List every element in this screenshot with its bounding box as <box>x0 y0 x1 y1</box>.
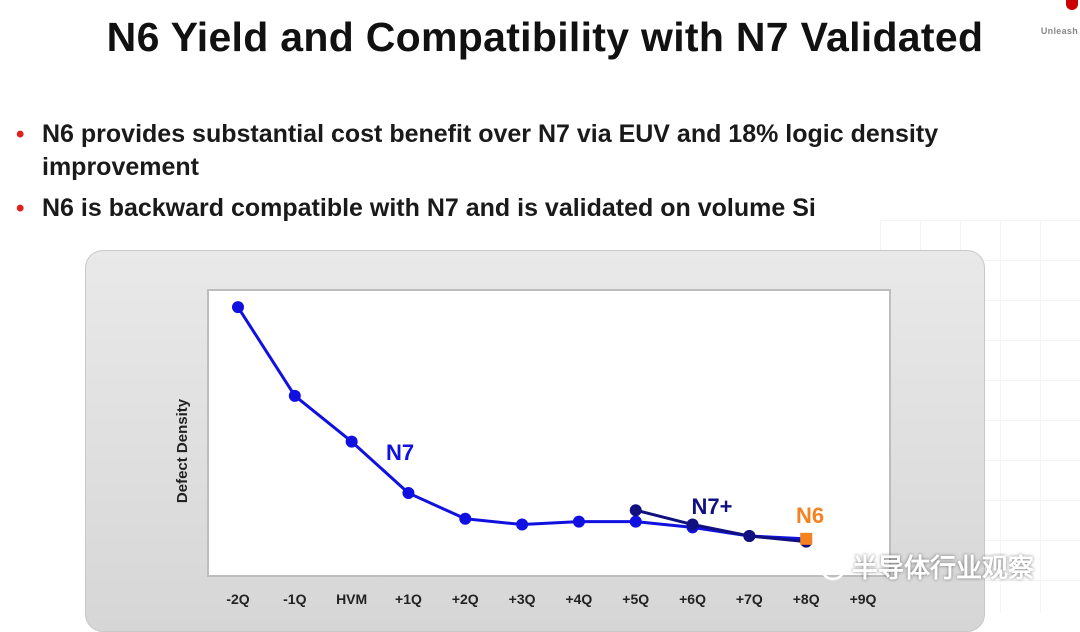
defect-density-chart: Defect Density -2Q -1Q HVM +1Q +2Q +3Q +4Q +5Q +6… <box>174 289 891 607</box>
data-point-n7 <box>232 301 244 314</box>
watermark-text: 半导体行业观察 <box>852 553 1035 583</box>
x-tick-label: +7Q <box>736 591 763 607</box>
x-tick-label: -1Q <box>283 591 306 607</box>
slide-title: N6 Yield and Compatibility with N7 Valid… <box>106 14 984 60</box>
data-point-n7 <box>572 515 585 528</box>
bullet-text: N6 is backward compatible with N7 and is… <box>42 194 816 222</box>
x-tick-label: HVM <box>336 591 367 607</box>
wechat-icon <box>808 552 845 580</box>
data-point-n6 <box>800 532 813 545</box>
series-label-n6: N6 <box>796 503 824 528</box>
corner-logo: Unleash <box>1032 0 1080 40</box>
x-tick-label: +1Q <box>395 591 422 607</box>
x-tick-label: +5Q <box>622 591 649 607</box>
x-tick-label: +8Q <box>793 591 820 607</box>
x-tick-label: +4Q <box>565 591 592 607</box>
x-tick-label: +3Q <box>509 591 536 607</box>
data-point-n7 <box>459 512 472 525</box>
data-point-n7-plus <box>686 518 699 531</box>
data-point-n7 <box>288 389 301 402</box>
data-point-n7-plus <box>629 504 642 517</box>
series-line-n7-plus <box>635 508 807 544</box>
data-point-n7 <box>402 487 415 500</box>
data-point-n7 <box>345 435 358 448</box>
corner-text: Unleash <box>1040 26 1078 36</box>
series-label-n7: N7 <box>386 440 414 465</box>
plot-area <box>207 289 891 577</box>
bullet-dot-icon: • <box>16 121 25 148</box>
bullet-list: • N6 provides substantial cost benefit o… <box>14 118 1074 233</box>
x-tick-label: -2Q <box>226 591 249 607</box>
brand-logo-icon <box>1066 0 1078 10</box>
bullet-item: • N6 is backward compatible with N7 and … <box>14 192 1074 225</box>
bullet-dot-icon: • <box>16 195 25 222</box>
x-tick-label: +6Q <box>679 591 706 607</box>
data-point-n7 <box>516 518 529 531</box>
x-tick-label: +2Q <box>452 591 479 607</box>
y-axis-label: Defect Density <box>174 398 191 503</box>
data-point-n7 <box>629 515 642 528</box>
series-label-n7-plus: N7+ <box>692 494 733 519</box>
x-tick-label: +9Q <box>850 591 877 607</box>
data-point-n7-plus <box>743 529 756 542</box>
watermark: 半导体行业观察 <box>808 548 1034 585</box>
bullet-item: • N6 provides substantial cost benefit o… <box>14 118 1074 184</box>
bullet-text: N6 provides substantial cost benefit ove… <box>42 120 939 181</box>
